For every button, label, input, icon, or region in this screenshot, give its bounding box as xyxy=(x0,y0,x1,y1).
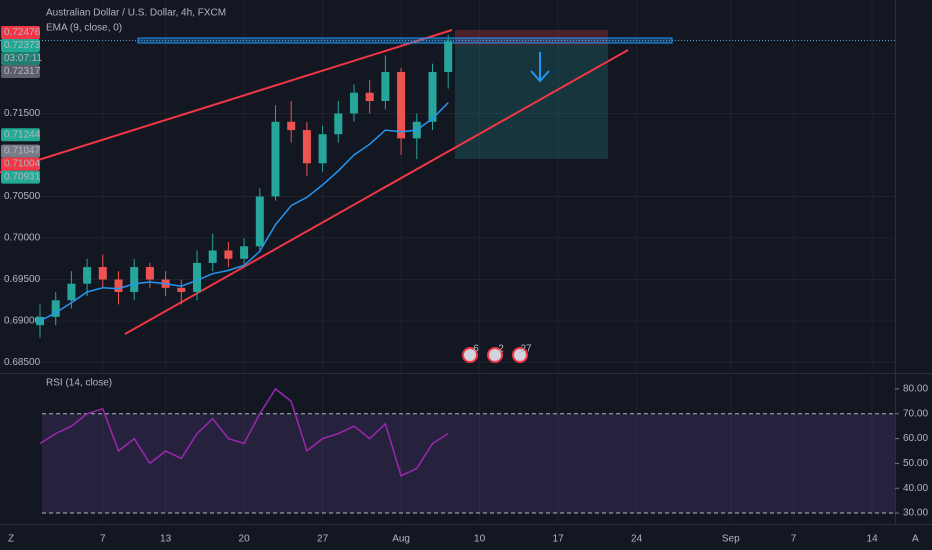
y-tick-label: 0.70500 xyxy=(4,191,41,202)
x-tick-label: 13 xyxy=(160,534,172,545)
price-label-box xyxy=(1,51,40,65)
price-label-box xyxy=(1,144,40,158)
price-label-box xyxy=(1,157,40,171)
price-label-box xyxy=(1,170,40,184)
event-count: 2 xyxy=(498,344,504,355)
y-tick-label: 0.69000 xyxy=(4,316,41,327)
y-tick-label: 50.00 xyxy=(903,458,928,469)
y-tick-label: 0.71500 xyxy=(4,108,41,119)
x-tick-label: 10 xyxy=(474,534,486,545)
legend-entry: EMA (9, close, 0) xyxy=(46,23,122,34)
candle-body xyxy=(365,92,374,102)
price-label-box xyxy=(1,25,40,39)
y-tick-label: 0.70000 xyxy=(4,233,41,244)
y-tick-label: 40.00 xyxy=(903,483,928,494)
event-icon xyxy=(487,347,503,363)
candle-body xyxy=(381,71,390,102)
price-label: 0.72476 xyxy=(4,27,41,38)
x-tick-label: 17 xyxy=(553,534,565,545)
corner-left[interactable]: Z xyxy=(8,534,14,545)
price-label-box xyxy=(1,128,40,142)
x-tick-label: 27 xyxy=(317,534,329,545)
y-tick-label: 0.68500 xyxy=(4,357,41,368)
candle-body xyxy=(83,267,92,284)
candle-body xyxy=(192,262,201,292)
candle-body xyxy=(444,41,453,72)
y-tick-label: 60.00 xyxy=(903,433,928,444)
rsi-line xyxy=(39,387,449,477)
candle-body xyxy=(349,92,358,114)
event-icon xyxy=(512,347,528,363)
corner-right[interactable]: A xyxy=(912,534,919,545)
candle-body xyxy=(318,134,327,164)
x-tick-label: 7 xyxy=(100,534,106,545)
candle-body xyxy=(334,113,343,135)
event-count: 6 xyxy=(473,344,479,355)
x-tick-label: 14 xyxy=(867,534,879,545)
candle-body xyxy=(428,71,437,122)
x-tick-label: 7 xyxy=(791,534,797,545)
target-zone[interactable] xyxy=(455,45,608,159)
price-label-box xyxy=(1,64,40,78)
candle-body xyxy=(36,316,45,326)
event-count: 27 xyxy=(520,344,532,355)
price-label: 0.72373 xyxy=(4,40,41,51)
candle-body xyxy=(302,130,311,164)
rsi-title: RSI (14, close) xyxy=(46,378,112,389)
ema-line xyxy=(39,102,449,322)
candle-body xyxy=(67,283,76,301)
event-icon xyxy=(462,347,478,363)
price-label: 0.72317 xyxy=(4,66,41,77)
candle-body xyxy=(240,246,249,259)
y-tick-label: 70.00 xyxy=(903,408,928,419)
y-tick-label: 0.69500 xyxy=(4,274,41,285)
chart-title: Australian Dollar / U.S. Dollar, 4h, FXC… xyxy=(46,8,226,19)
resistance-box[interactable] xyxy=(137,37,673,44)
price-label: 0.71244 xyxy=(4,129,41,140)
price-label: 0.71004 xyxy=(4,159,41,170)
channel-upper[interactable] xyxy=(0,29,453,173)
candle-body xyxy=(287,121,296,131)
y-tick-label: 80.00 xyxy=(903,384,928,395)
price-label-box xyxy=(1,38,40,52)
candle-body xyxy=(271,121,280,197)
x-tick-label: 20 xyxy=(239,534,251,545)
candle-body xyxy=(208,250,217,263)
candle-body xyxy=(130,267,139,292)
x-tick-label: 24 xyxy=(631,534,643,545)
candle-body xyxy=(255,196,264,247)
candle-body xyxy=(114,279,123,292)
candle-body xyxy=(397,71,406,139)
down-arrow xyxy=(530,52,550,83)
candle-body xyxy=(145,267,154,280)
rsi-band xyxy=(42,413,895,514)
candle-body xyxy=(224,250,233,259)
y-tick-label: 30.00 xyxy=(903,508,928,519)
candle-body xyxy=(98,267,107,280)
price-label: 03:07:11 xyxy=(4,53,43,64)
candle-body xyxy=(177,287,186,292)
price-label: 0.71047 xyxy=(4,146,41,157)
channel-lower[interactable] xyxy=(124,49,629,335)
x-tick-label: Aug xyxy=(392,534,410,545)
candle-body xyxy=(51,300,60,317)
x-tick-label: Sep xyxy=(722,534,740,545)
price-label: 0.70931 xyxy=(4,172,41,183)
